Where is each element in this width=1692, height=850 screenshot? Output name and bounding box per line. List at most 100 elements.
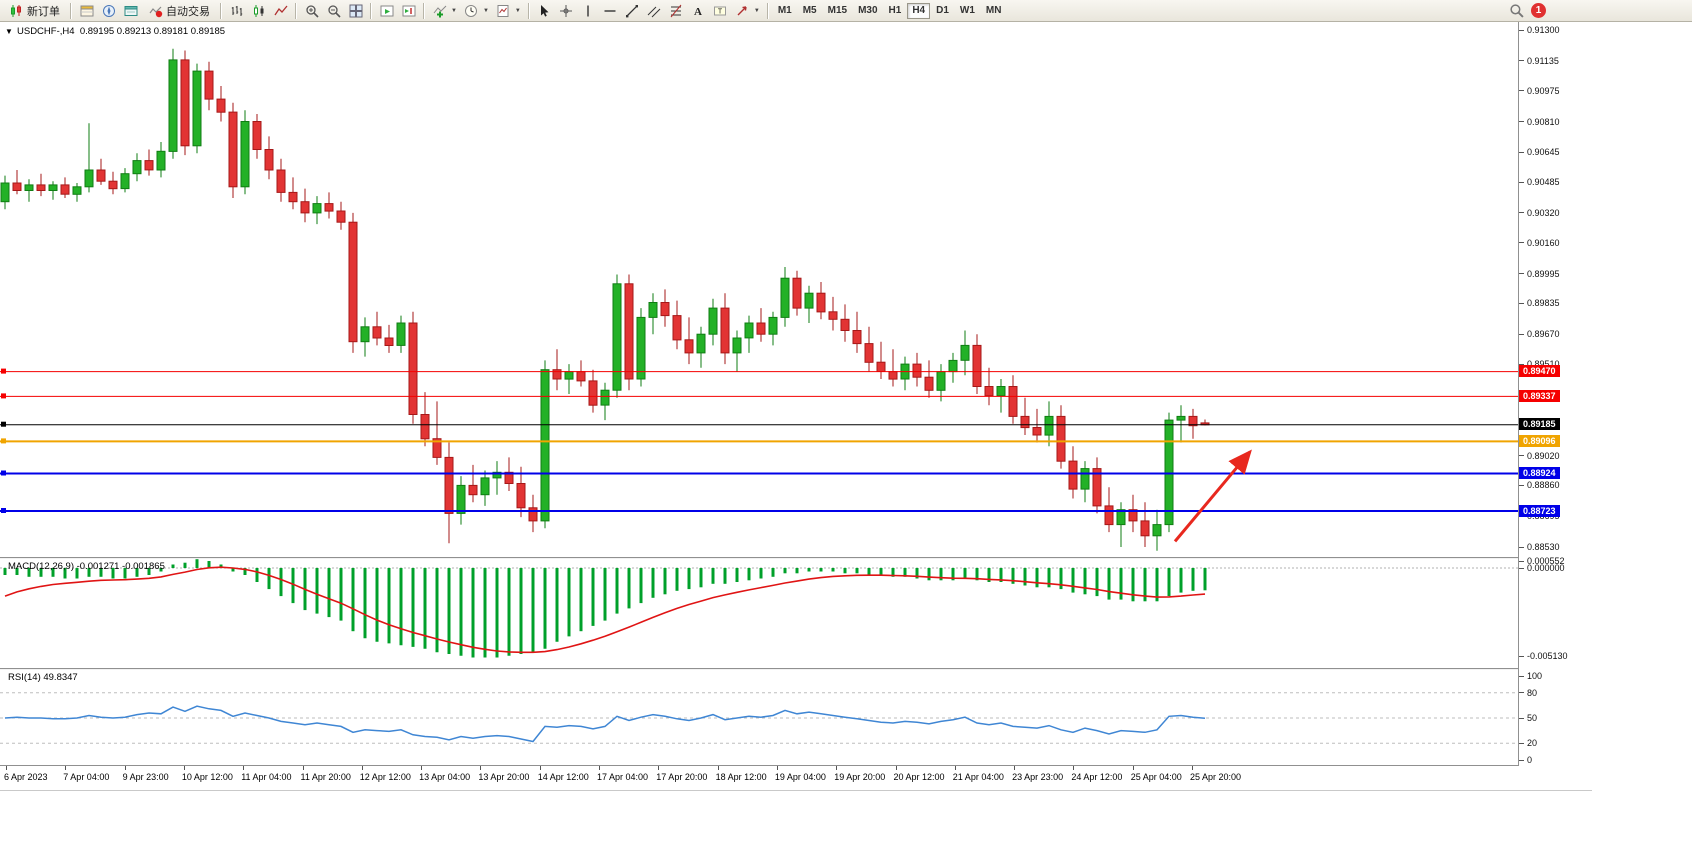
timeframe-d1-button[interactable]: D1 [931, 3, 954, 19]
svg-text:T: T [718, 8, 723, 15]
timeframe-m5-button[interactable]: M5 [798, 3, 822, 19]
date-label: 6 Apr 2023 [4, 772, 48, 782]
date-label: 7 Apr 04:00 [63, 772, 110, 782]
date-label: 12 Apr 12:00 [359, 772, 411, 782]
zoom-in-icon [304, 3, 319, 18]
crosshair-icon [559, 3, 574, 18]
arrows-button[interactable]: ▼ [732, 1, 763, 21]
zoom-in-button[interactable] [301, 1, 322, 21]
terminal-button[interactable] [120, 1, 141, 21]
trendline-icon [625, 3, 640, 18]
tile-windows-icon [348, 3, 363, 18]
date-label: 10 Apr 12:00 [181, 772, 233, 782]
date-label: 25 Apr 20:00 [1190, 772, 1242, 782]
timeframe-m30-button[interactable]: M30 [853, 3, 882, 19]
macd-signal-line [4, 566, 1206, 654]
toolbar: 新订单 自动交易 ▼ ▼ ▼ A T ▼ M1 M5 M15 M30 H1 H4… [0, 0, 1692, 22]
add-indicator-icon [432, 3, 447, 18]
date-label: 20 Apr 12:00 [893, 772, 945, 782]
navigator-icon [101, 3, 116, 18]
auto-trading-button[interactable]: 自动交易 [142, 1, 216, 21]
templates-button[interactable]: ▼ [493, 1, 524, 21]
notification-badge[interactable]: 1 [1531, 3, 1546, 18]
timeframe-mn-button[interactable]: MN [981, 3, 1007, 19]
line-chart-button[interactable] [270, 1, 291, 21]
templates-icon [496, 3, 511, 18]
chart-shift-icon [401, 3, 416, 18]
text-label-button[interactable]: T [710, 1, 731, 21]
crosshair-button[interactable] [556, 1, 577, 21]
date-label: 19 Apr 04:00 [774, 772, 826, 782]
price-line-label: 0.89470 [1519, 365, 1560, 378]
rsi-panel[interactable] [0, 670, 1518, 764]
new-order-button[interactable]: 新订单 [3, 1, 66, 21]
svg-text:A: A [694, 6, 702, 18]
toolbar-separator [527, 2, 530, 19]
date-label: 11 Apr 04:00 [241, 772, 292, 782]
cursor-button[interactable] [534, 1, 555, 21]
indicators-button[interactable]: ▼ [429, 1, 460, 21]
symbol-period: USDCHF-,H4 [17, 26, 75, 37]
price-line-label: 0.88924 [1519, 467, 1560, 479]
toolbar-separator [423, 2, 425, 19]
price-line-label: 0.88723 [1519, 504, 1560, 517]
panel-separator[interactable] [0, 557, 1592, 559]
search-icon [1509, 3, 1524, 18]
trend-arrow [1173, 449, 1252, 543]
timeframe-h4-button[interactable]: H4 [907, 2, 931, 19]
timeframe-m1-button[interactable]: M1 [773, 3, 797, 19]
macd-panel[interactable] [0, 558, 1518, 668]
auto-scroll-button[interactable] [376, 1, 397, 21]
vertical-line-icon [581, 3, 596, 18]
auto-scroll-icon [379, 3, 394, 18]
panel-separator[interactable] [0, 668, 1592, 670]
fibonacci-button[interactable] [666, 1, 687, 21]
date-label: 24 Apr 12:00 [1071, 772, 1123, 782]
price-line-label: 0.89096 [1519, 434, 1560, 447]
chevron-down-icon: ▼ [514, 7, 521, 14]
main-price-chart[interactable] [0, 22, 1518, 557]
terminal-icon [123, 3, 138, 18]
chevron-down-icon: ▼ [451, 7, 457, 14]
date-label: 17 Apr 20:00 [656, 772, 708, 782]
one-click-trading-button[interactable]: ▼ [5, 27, 13, 36]
timeframe-m15-button[interactable]: M15 [823, 3, 852, 19]
timeframe-h1-button[interactable]: H1 [884, 3, 907, 19]
vertical-line-button[interactable] [578, 1, 599, 21]
chevron-down-icon: ▼ [482, 7, 489, 14]
equidistant-channel-button[interactable] [644, 1, 665, 21]
arrows-icon [735, 3, 750, 18]
trendline-button[interactable] [622, 1, 643, 21]
text-label-icon: T [713, 3, 728, 18]
timeframe-w1-button[interactable]: W1 [955, 3, 980, 19]
navigator-button[interactable] [98, 1, 119, 21]
candlestick-chart-button[interactable] [248, 1, 269, 21]
chart-shift-button[interactable] [398, 1, 419, 21]
date-label: 21 Apr 04:00 [952, 772, 1004, 782]
market-watch-button[interactable] [76, 1, 97, 21]
price-axis[interactable]: 0.91300 0.91135 0.90975 0.90810 0.90645 0.904… [1518, 22, 1593, 766]
toolbar-separator [220, 2, 222, 19]
zoom-out-icon [326, 3, 341, 18]
search-button[interactable] [1508, 3, 1524, 19]
window-bottom-edge [0, 790, 1592, 791]
date-label: 13 Apr 20:00 [478, 772, 530, 782]
horizontal-line [0, 470, 1518, 476]
date-axis[interactable]: 6 Apr 2023 7 Apr 04:00 9 Apr 23:00 10 Apr 1… [0, 766, 1592, 788]
horizontal-line [0, 368, 1518, 374]
toolbar-separator [295, 2, 297, 19]
date-label: 14 Apr 12:00 [537, 772, 589, 782]
zoom-out-button[interactable] [323, 1, 344, 21]
auto-trading-label: 自动交易 [166, 5, 210, 18]
ohlc-values: 0.89195 0.89213 0.89181 0.89185 [79, 26, 226, 37]
tile-windows-button[interactable] [345, 1, 366, 21]
new-order-icon [9, 3, 24, 18]
horizontal-line-button[interactable] [600, 1, 621, 21]
date-label: 19 Apr 20:00 [834, 772, 886, 782]
date-label: 11 Apr 20:00 [300, 772, 351, 782]
bar-chart-button[interactable] [226, 1, 247, 21]
cursor-icon [537, 3, 552, 18]
candlestick-chart-icon [251, 3, 266, 18]
periods-button[interactable]: ▼ [461, 1, 492, 21]
text-button[interactable]: A [688, 1, 709, 21]
